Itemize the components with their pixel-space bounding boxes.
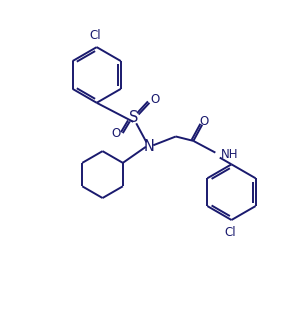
Text: Cl: Cl: [224, 226, 236, 239]
Text: N: N: [144, 139, 155, 154]
Text: O: O: [150, 93, 159, 106]
Text: NH: NH: [221, 148, 239, 160]
Text: O: O: [199, 115, 208, 128]
Text: S: S: [129, 110, 138, 125]
Text: Cl: Cl: [89, 29, 101, 42]
Text: O: O: [112, 127, 121, 140]
